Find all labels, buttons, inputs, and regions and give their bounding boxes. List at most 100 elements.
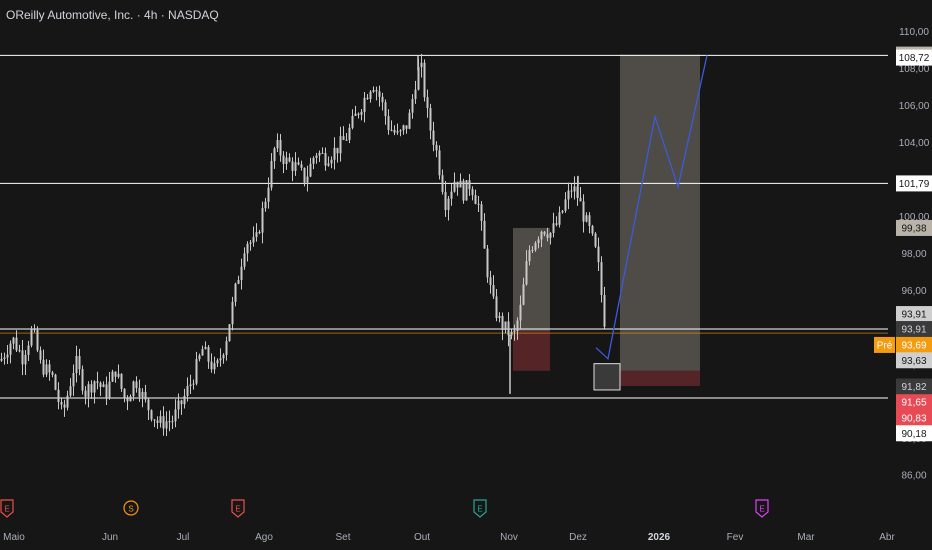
candle-body <box>93 381 96 393</box>
candle-body <box>291 161 294 171</box>
candle-body <box>201 349 204 356</box>
candle-body <box>243 253 246 267</box>
candle-body <box>276 140 279 149</box>
price-badge-label: 91,82 <box>901 382 926 393</box>
earnings-event-icon[interactable] <box>0 499 14 518</box>
candle-body <box>429 108 432 131</box>
candle-body <box>30 329 33 346</box>
price-badge <box>896 394 932 411</box>
entry-marker-box[interactable] <box>593 363 621 391</box>
candle-body <box>147 399 150 411</box>
candle-body <box>318 152 321 156</box>
candle-body <box>69 386 72 396</box>
candle-body <box>60 402 63 405</box>
y-axis-tick-label: 110,00 <box>899 27 929 38</box>
candle-body <box>453 181 456 192</box>
candle-body <box>183 395 186 405</box>
candle-body <box>234 283 237 302</box>
candle-body <box>186 386 189 396</box>
candle-body <box>579 197 582 202</box>
candle-body <box>90 384 93 393</box>
candle-body <box>495 296 498 318</box>
position-profit-zone[interactable] <box>513 227 550 332</box>
candle-body <box>303 167 306 183</box>
candle-body <box>600 262 603 295</box>
earnings-event-icon[interactable] <box>231 499 245 518</box>
price-badge-label: 93,63 <box>901 356 926 367</box>
candle-body <box>132 381 135 397</box>
candle-body <box>465 180 468 201</box>
candle-body <box>27 345 30 355</box>
candle-body <box>204 347 207 350</box>
candle-body <box>387 116 390 131</box>
candle-body <box>72 372 75 387</box>
candle-body <box>156 420 159 423</box>
candle-body <box>405 125 408 129</box>
candle-body <box>564 199 567 211</box>
candle-body <box>447 198 450 210</box>
candle-body <box>45 364 48 375</box>
price-badge-label: 93,91 <box>901 325 926 336</box>
candle-body <box>525 261 528 285</box>
candle-body <box>330 159 333 164</box>
candle-body <box>438 150 441 176</box>
candle-body <box>270 161 273 188</box>
candle-body <box>249 242 252 244</box>
candle-body <box>162 416 165 429</box>
x-axis-tick-label: Abr <box>879 532 895 543</box>
candle-body <box>57 389 60 403</box>
position-stop-zone[interactable] <box>513 331 550 371</box>
candle-body <box>174 409 177 422</box>
candle-body <box>216 360 219 364</box>
candle-body <box>141 391 144 397</box>
candle-body <box>519 304 522 321</box>
candle-body <box>420 62 423 68</box>
candle-body <box>426 97 429 109</box>
candle-body <box>594 233 597 247</box>
price-badge <box>896 352 932 369</box>
candle-body <box>546 234 549 238</box>
position-stop-zone[interactable] <box>620 370 700 386</box>
projection-path-line[interactable] <box>595 55 708 361</box>
dividend-event-icon[interactable] <box>123 500 139 516</box>
candle-body <box>363 97 366 112</box>
candle-body <box>402 125 405 131</box>
position-profit-zone[interactable] <box>620 54 700 371</box>
candle-body <box>393 129 396 133</box>
candle-body <box>414 89 417 100</box>
candle-body <box>399 130 402 132</box>
candle-body <box>543 231 546 235</box>
candle-body <box>198 355 201 360</box>
candle-body <box>492 285 495 297</box>
event-icon-label: E <box>477 505 482 514</box>
candle-body <box>591 225 594 234</box>
candle-body <box>63 404 66 408</box>
candle-body <box>129 396 132 402</box>
candle-body <box>555 223 558 225</box>
candle-body <box>435 144 438 151</box>
candle-body <box>237 280 240 284</box>
candle-body <box>474 195 477 204</box>
x-axis-tick-label: Fev <box>727 532 744 543</box>
candle-body <box>354 113 357 116</box>
price-badge <box>896 336 932 353</box>
price-badge-label: 93,69 <box>901 340 926 351</box>
candle-body <box>507 321 510 336</box>
candle-body <box>87 384 90 397</box>
earnings-event-icon[interactable] <box>755 499 769 518</box>
candle-body <box>228 324 231 342</box>
candle-body <box>144 391 147 400</box>
candle-body <box>294 162 297 171</box>
candle-body <box>114 371 117 377</box>
candle-body <box>306 176 309 183</box>
candle-body <box>66 395 69 408</box>
candle-body <box>222 354 225 359</box>
candle-body <box>432 130 435 145</box>
candle-body <box>369 91 372 99</box>
earnings-event-icon[interactable] <box>473 499 487 518</box>
candle-body <box>150 410 153 420</box>
candle-body <box>585 215 588 222</box>
candle-body <box>108 381 111 398</box>
candle-body <box>477 203 480 205</box>
